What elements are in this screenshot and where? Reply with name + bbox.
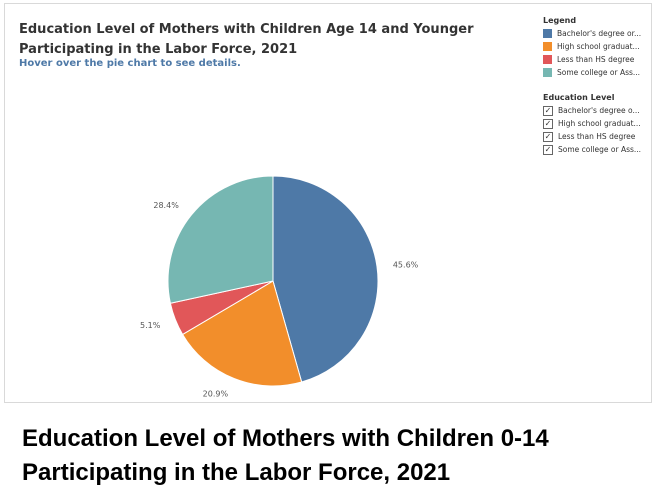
slice-percent-label: 20.9% — [203, 389, 229, 398]
legend-item[interactable]: Less than HS degree — [543, 53, 653, 66]
pie-slice[interactable] — [167, 175, 274, 304]
slice-percent-label: 5.1% — [140, 321, 161, 330]
legend-item-label: Some college or Ass... — [557, 68, 641, 77]
slice-percent-label: 45.6% — [393, 260, 419, 269]
legend-item-label: Less than HS degree — [557, 55, 635, 64]
legend-swatch — [543, 68, 552, 77]
legend-heading: Legend — [543, 16, 577, 25]
filter-checkbox[interactable]: ✓ — [543, 105, 553, 116]
filter-heading: Education Level — [543, 93, 615, 102]
filter-item-label: Bachelor's degree o... — [558, 106, 640, 115]
legend-list: Bachelor's degree or... High school gradu… — [543, 27, 653, 79]
pie-chart[interactable]: 45.6% 20.9% 5.1% 28.4% — [0, 0, 658, 410]
legend-item[interactable]: Bachelor's degree or... — [543, 27, 653, 40]
legend-item[interactable]: Some college or Ass... — [543, 66, 653, 79]
slice-percent-label: 28.4% — [153, 201, 179, 210]
filter-checkbox[interactable]: ✓ — [543, 118, 553, 129]
pie-slice[interactable] — [181, 280, 303, 387]
pie-slice[interactable] — [272, 175, 379, 383]
legend-swatch — [543, 29, 552, 38]
figure-caption: Education Level of Mothers with Children… — [22, 425, 549, 486]
legend-swatch — [543, 42, 552, 51]
legend-panel: Legend Bachelor's degree or... High schoo… — [543, 16, 653, 156]
filter-item-label: Less than HS degree — [558, 132, 636, 141]
legend-swatch — [543, 55, 552, 64]
filter-item[interactable]: ✓ Some college or Ass... — [543, 143, 653, 156]
filter-item-label: High school graduat... — [558, 119, 641, 128]
legend-item-label: Bachelor's degree or... — [557, 29, 642, 38]
filter-checkbox[interactable]: ✓ — [543, 144, 553, 155]
filter-item[interactable]: ✓ High school graduat... — [543, 117, 653, 130]
legend-item[interactable]: High school graduat... — [543, 40, 653, 53]
chart-title: Education Level of Mothers with Children… — [19, 22, 474, 57]
filter-item[interactable]: ✓ Bachelor's degree o... — [543, 104, 653, 117]
legend-item-label: High school graduat... — [557, 42, 640, 51]
filter-item-label: Some college or Ass... — [558, 145, 642, 154]
filter-checkbox[interactable]: ✓ — [543, 131, 553, 142]
chart-subtitle: Hover over the pie chart to see details. — [19, 58, 241, 69]
filter-list: ✓ Bachelor's degree o... ✓ High school grad… — [543, 104, 653, 156]
filter-item[interactable]: ✓ Less than HS degree — [543, 130, 653, 143]
